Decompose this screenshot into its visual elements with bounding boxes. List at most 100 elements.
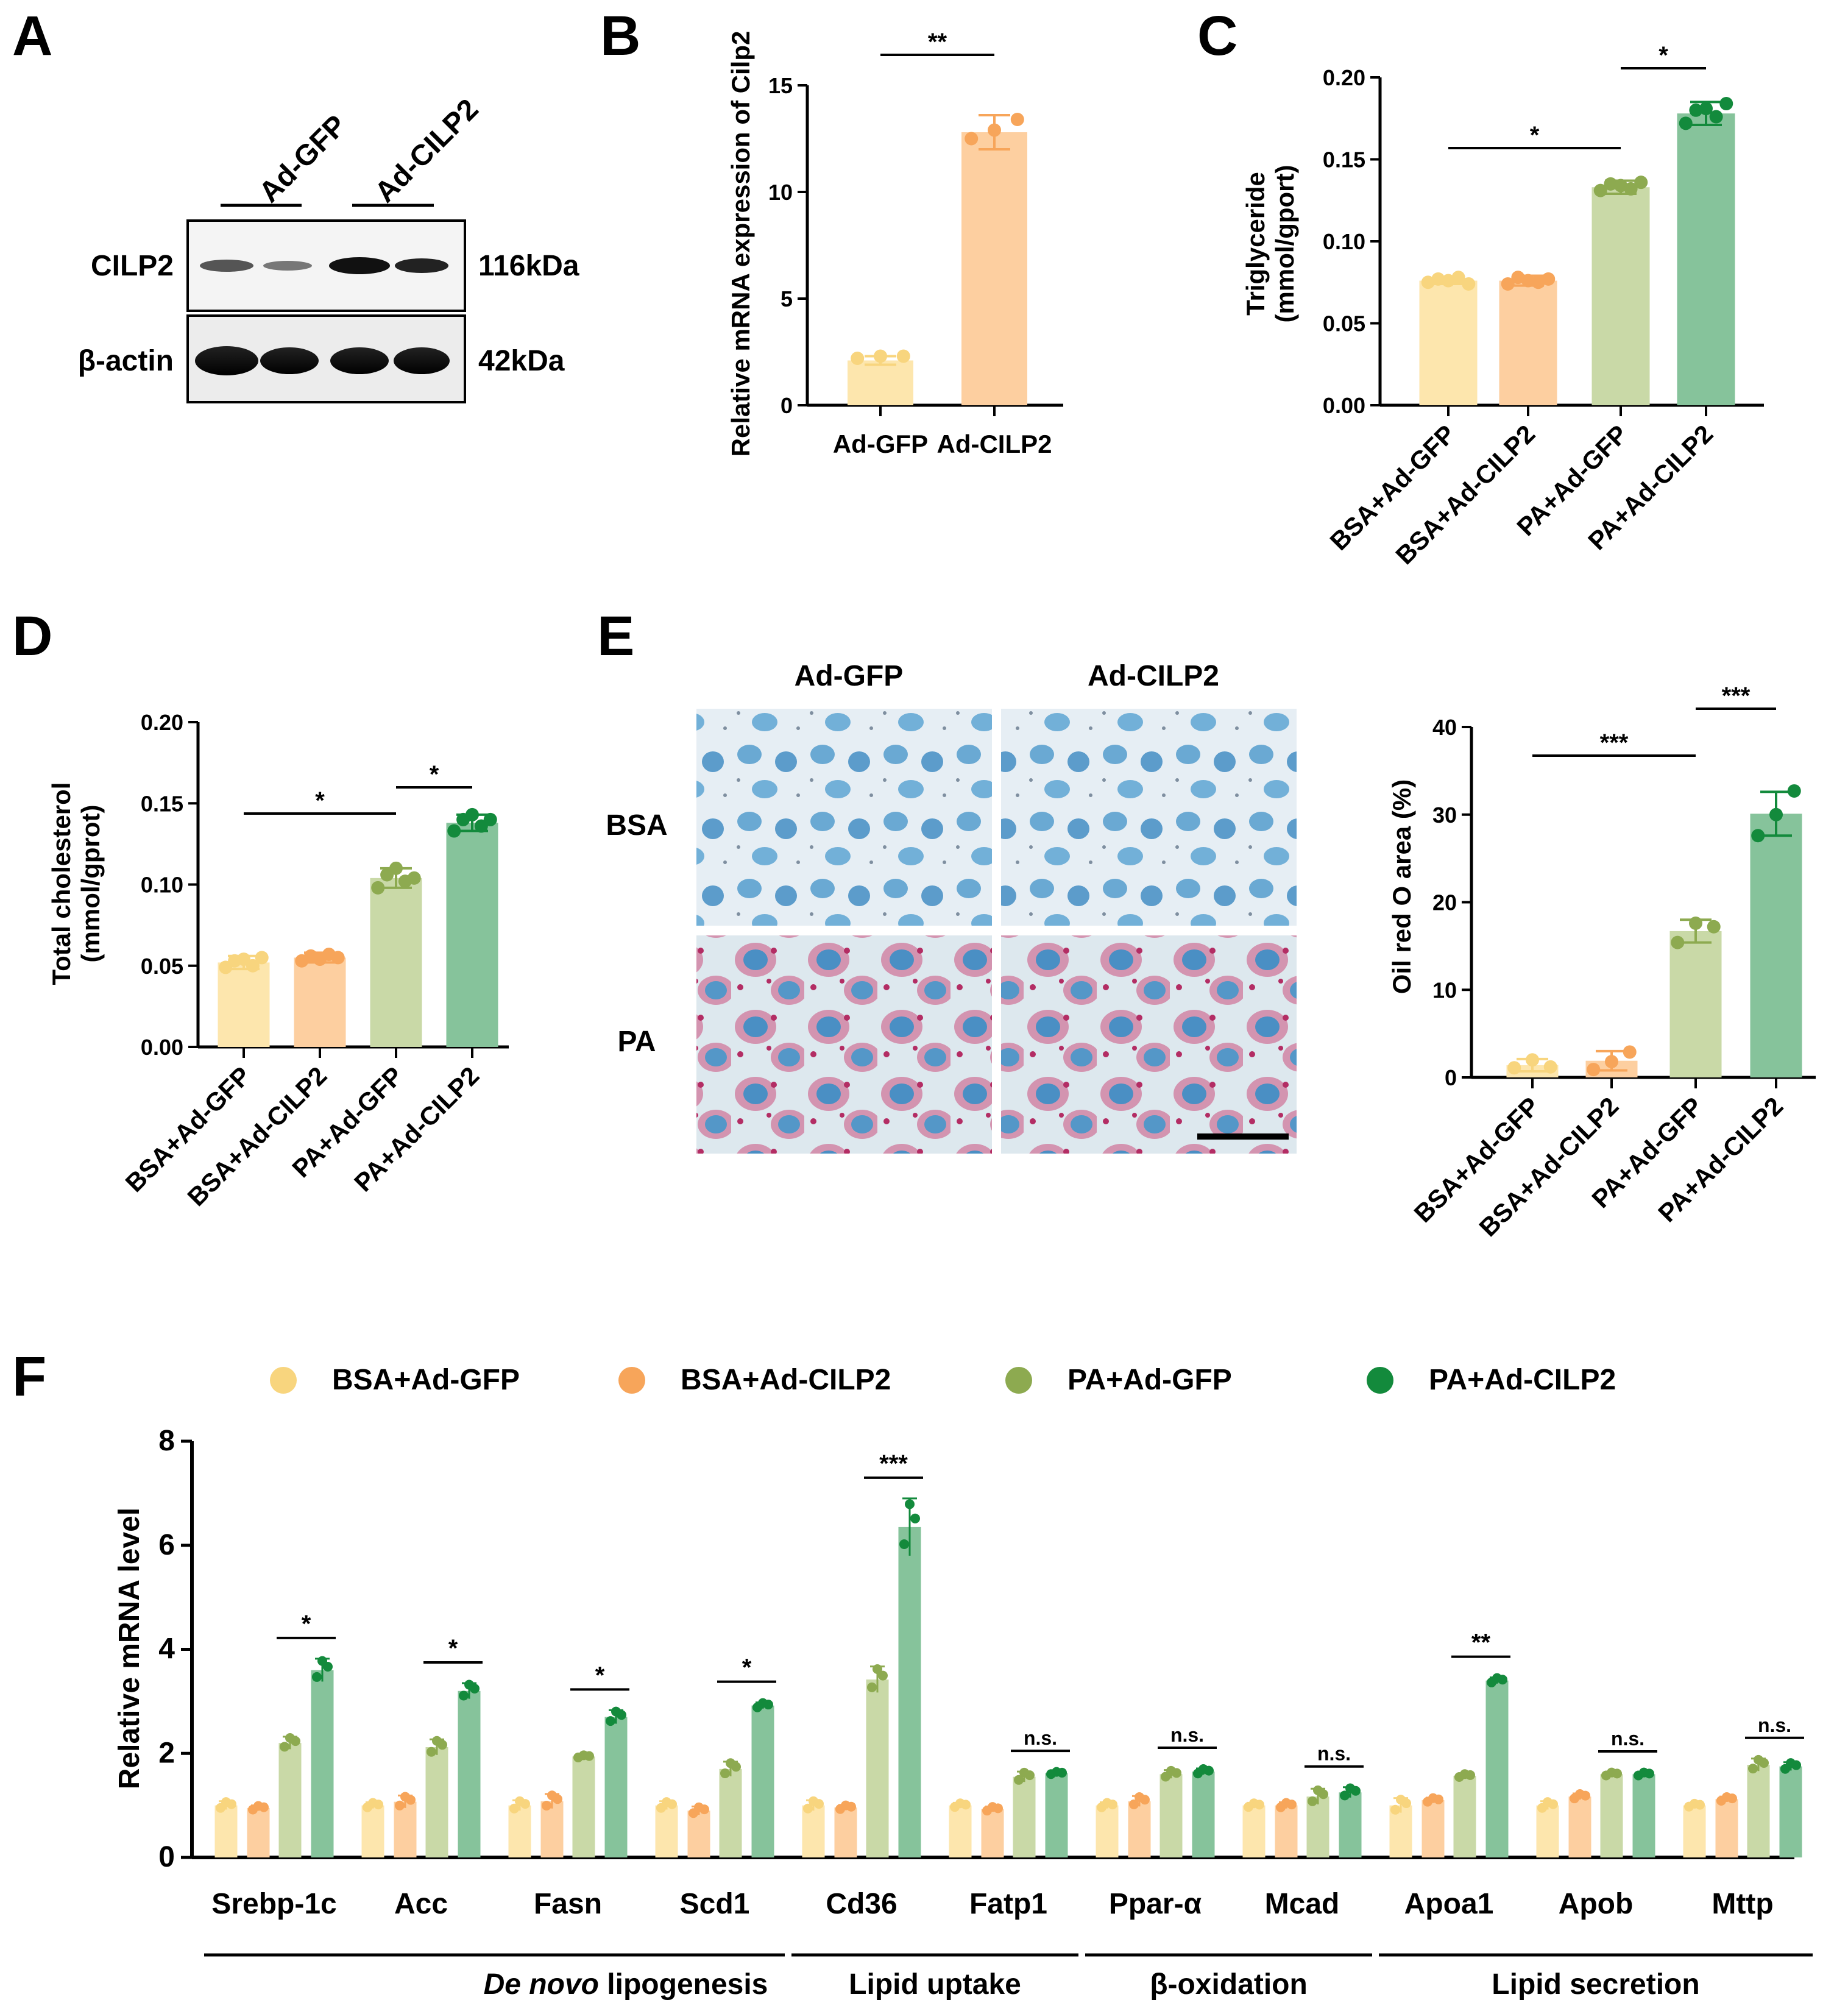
data-point <box>1511 271 1525 285</box>
chart-d: D 0.00 0.05 0.10 0.15 0.20 Total cholesterol (m… <box>12 605 509 1211</box>
significance-label: * <box>1530 122 1540 149</box>
significance-label: * <box>302 1611 311 1637</box>
legend-label: PA+Ad-CILP2 <box>1429 1364 1616 1396</box>
band-cilp2-3 <box>329 257 390 274</box>
bar <box>425 1747 448 1857</box>
bar <box>1096 1805 1119 1857</box>
data-point <box>899 1539 909 1550</box>
bar <box>1669 931 1722 1077</box>
significance-label: n.s. <box>1170 1724 1204 1746</box>
panel-label: D <box>12 605 52 667</box>
x-tick-label: Acc <box>394 1888 448 1920</box>
bar <box>802 1805 825 1857</box>
data-point <box>395 1800 405 1811</box>
data-point <box>1754 1754 1763 1765</box>
data-point <box>1345 1783 1355 1793</box>
data-point <box>1607 1767 1616 1778</box>
data-point <box>841 1800 851 1811</box>
chart-b: B 0 5 10 15 Relative mRNA expression of Cilp2… <box>600 5 1063 458</box>
x-tick-label: Apoa1 <box>1404 1888 1494 1920</box>
data-point <box>878 1670 888 1681</box>
y-axis-title: Triglyceride <box>1241 172 1270 316</box>
band-actin-3 <box>330 347 389 374</box>
data-point <box>896 349 910 363</box>
bar <box>1568 1796 1591 1857</box>
data-point <box>1787 784 1801 798</box>
y-axis-title: Relative mRNA expression of Cilp2 <box>726 31 755 457</box>
bar <box>1421 1800 1445 1857</box>
lane-label-ad-gfp: Ad-GFP <box>253 109 353 209</box>
data-point <box>1699 102 1713 116</box>
data-point <box>1689 917 1702 930</box>
data-point <box>1543 1797 1552 1807</box>
data-point <box>988 123 1001 137</box>
bar <box>1453 1775 1476 1857</box>
bar <box>834 1807 857 1857</box>
data-point <box>1460 1769 1470 1779</box>
x-tick-label: Cd36 <box>826 1888 897 1920</box>
legend-marker <box>270 1367 297 1394</box>
data-point <box>1431 272 1445 286</box>
panel-a-label: A <box>12 5 52 67</box>
image-row-pa: PA <box>617 1026 656 1058</box>
data-point <box>1281 1798 1291 1808</box>
image-col-ad-gfp: Ad-GFP <box>795 660 904 692</box>
data-point <box>1198 1764 1208 1775</box>
x-tick-label: Ppar-α <box>1109 1888 1202 1920</box>
significance-label: ** <box>1471 1630 1491 1656</box>
data-point <box>255 951 269 965</box>
y-tick-label: 40 <box>1432 715 1457 740</box>
significance-label: * <box>315 787 325 814</box>
data-point <box>368 1798 378 1808</box>
chart-c: C 0.00 0.05 0.10 0.15 0.20 Triglyceride (mmol/g… <box>1197 5 1764 570</box>
data-point <box>509 1803 519 1814</box>
x-tick-label: Apob <box>1559 1888 1634 1920</box>
data-point <box>1531 275 1545 289</box>
bar <box>981 1809 1004 1857</box>
data-point <box>1396 1795 1406 1805</box>
y-tick-label: 10 <box>1432 977 1457 1002</box>
bar <box>1419 280 1478 405</box>
data-point <box>1679 116 1693 130</box>
data-point <box>1604 177 1618 191</box>
data-point <box>1707 920 1721 934</box>
size-label-42kda: 42kDa <box>478 345 565 377</box>
bar <box>1192 1772 1215 1857</box>
data-point <box>1624 182 1638 196</box>
data-point <box>694 1802 704 1812</box>
data-point <box>1507 1061 1521 1075</box>
group-label: Lipid secretion <box>1492 1968 1699 2001</box>
bar <box>848 360 913 405</box>
data-point <box>1709 110 1723 124</box>
data-point <box>280 1742 289 1752</box>
data-point <box>1492 1673 1502 1683</box>
bar <box>370 878 422 1047</box>
bar <box>1591 187 1650 405</box>
data-point <box>312 1672 322 1682</box>
band-actin-1 <box>195 346 258 375</box>
data-point <box>965 132 979 146</box>
bar <box>572 1756 595 1857</box>
data-point <box>1019 1767 1029 1778</box>
y-axis-title: Total cholesterol <box>47 782 76 985</box>
y-tick-label: 0 <box>1445 1065 1457 1090</box>
data-point <box>1575 1789 1585 1800</box>
data-point <box>331 951 345 965</box>
x-tick-label: Mcad <box>1265 1888 1340 1920</box>
y-tick-label: 10 <box>768 180 793 205</box>
data-point <box>389 861 403 875</box>
x-tick-label: Fatp1 <box>969 1888 1047 1920</box>
data-point <box>1014 1775 1024 1785</box>
data-point <box>1605 1055 1618 1069</box>
data-point <box>427 1747 436 1757</box>
y-tick-label: 30 <box>1432 803 1457 828</box>
data-point <box>221 1797 231 1807</box>
data-point <box>542 1800 551 1811</box>
y-tick-label: 0 <box>781 393 793 418</box>
x-tick-label: Srebp-1c <box>211 1888 336 1920</box>
y-tick-label: 0.00 <box>141 1035 183 1060</box>
row-label-cilp2: CILP2 <box>91 250 174 282</box>
data-point <box>246 959 260 973</box>
data-point <box>1786 1758 1796 1768</box>
y-tick-label: 0.15 <box>1323 147 1365 172</box>
